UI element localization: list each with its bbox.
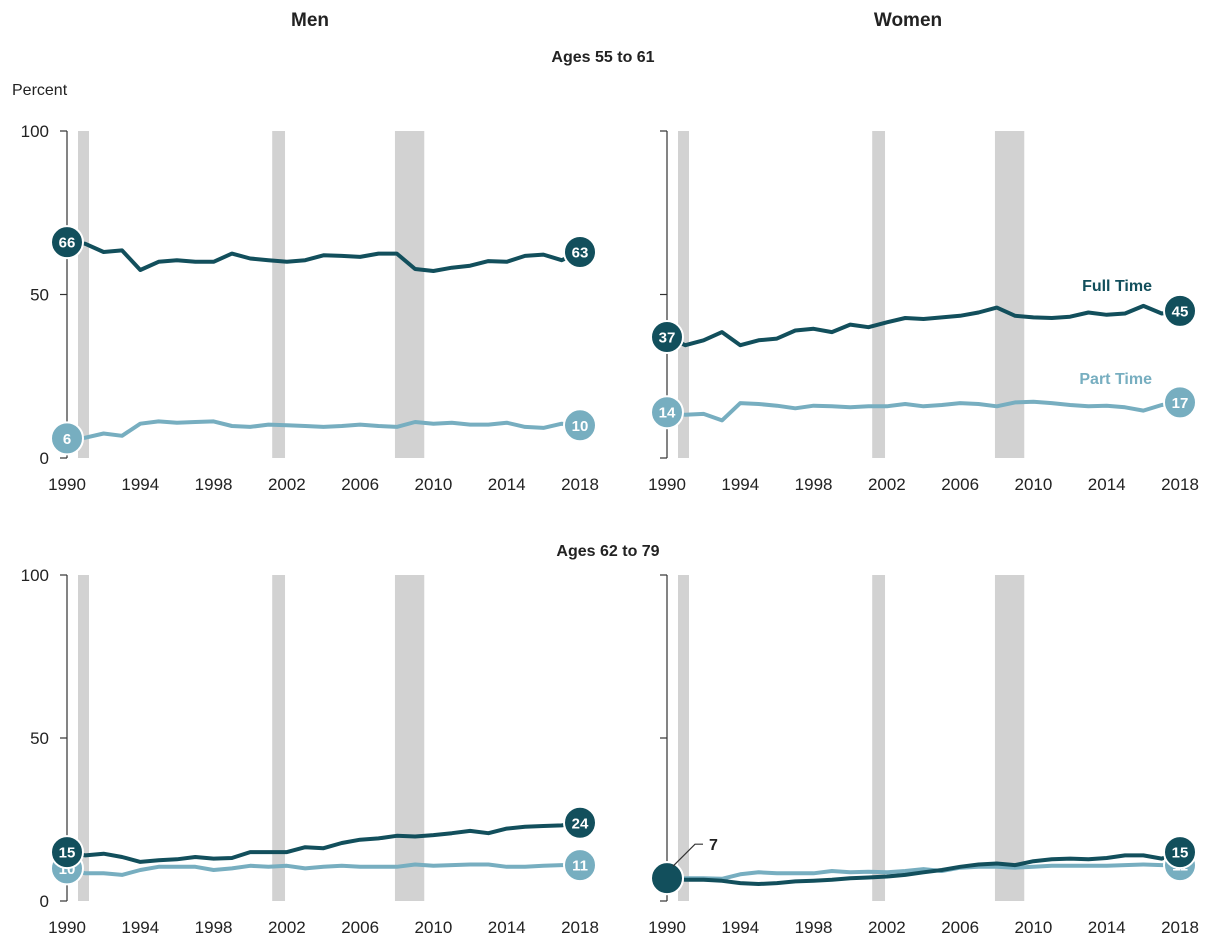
y-tick-label: 0 bbox=[40, 449, 49, 468]
x-tick-label: 2014 bbox=[1088, 918, 1126, 937]
annotation-label: 7 bbox=[709, 837, 718, 854]
x-tick-label: 2014 bbox=[488, 475, 526, 494]
x-tick-label: 1990 bbox=[48, 918, 86, 937]
recession-band bbox=[872, 575, 886, 901]
y-unit-label: Percent bbox=[12, 82, 68, 99]
end-marker bbox=[563, 408, 597, 443]
recession-band bbox=[394, 131, 425, 458]
recession-band bbox=[872, 131, 886, 458]
panel-women-55-61: 1990 1994 1998 2002 2006 2010 2014 2018 14 17 37 45… bbox=[648, 130, 1199, 494]
x-tick-label: 2010 bbox=[1015, 918, 1053, 937]
x-tick-label: 1998 bbox=[795, 918, 833, 937]
start-marker bbox=[650, 320, 684, 355]
end-marker bbox=[563, 848, 597, 883]
x-tick-label: 2014 bbox=[488, 918, 526, 937]
column-title-women: Women bbox=[874, 10, 942, 31]
recession-band bbox=[994, 575, 1025, 901]
x-tick-label: 2006 bbox=[941, 475, 979, 494]
end-marker bbox=[1163, 293, 1197, 328]
start-marker bbox=[650, 861, 684, 896]
end-value-label: 24 bbox=[572, 815, 589, 832]
recession-band bbox=[272, 131, 286, 458]
x-tick-label: 1994 bbox=[721, 918, 759, 937]
series-label-part-time: Part Time bbox=[1079, 371, 1152, 388]
recession-band bbox=[677, 131, 689, 458]
start-marker bbox=[50, 421, 84, 456]
panel-men-55-61: 0 50 100 1990 1994 1998 2002 2006 2010 2014 2018 6 1… bbox=[21, 122, 599, 494]
annotation-leader-line bbox=[672, 843, 703, 867]
x-tick-label: 2018 bbox=[561, 918, 599, 937]
series-line-full-time bbox=[65, 240, 582, 273]
start-value-label: 15 bbox=[59, 845, 76, 862]
x-tick-label: 2006 bbox=[941, 918, 979, 937]
x-tick-label: 2002 bbox=[268, 918, 306, 937]
series-label-full-time: Full Time bbox=[1082, 278, 1152, 295]
x-tick-label: 2006 bbox=[341, 475, 379, 494]
recession-band bbox=[994, 131, 1025, 458]
end-value-label: 63 bbox=[572, 244, 589, 261]
start-marker bbox=[50, 835, 84, 870]
series-line-part-time bbox=[665, 399, 1182, 423]
x-tick-label: 1990 bbox=[648, 918, 686, 937]
start-marker bbox=[650, 395, 684, 430]
end-value-label: 45 bbox=[1172, 303, 1189, 320]
end-value-label: 15 bbox=[1172, 845, 1189, 862]
column-title-men: Men bbox=[291, 10, 329, 31]
x-tick-label: 2002 bbox=[868, 918, 906, 937]
end-marker bbox=[563, 234, 597, 269]
x-tick-label: 1994 bbox=[121, 918, 159, 937]
x-tick-label: 2002 bbox=[868, 475, 906, 494]
x-tick-label: 2018 bbox=[561, 475, 599, 494]
x-tick-label: 1990 bbox=[48, 475, 86, 494]
start-value-label: 66 bbox=[59, 235, 76, 252]
x-tick-label: 2010 bbox=[415, 918, 453, 937]
row-title-ages-62-79: Ages 62 to 79 bbox=[556, 543, 659, 560]
x-tick-label: 1994 bbox=[121, 475, 159, 494]
series-line-part-time bbox=[665, 862, 1182, 881]
x-tick-label: 1998 bbox=[795, 475, 833, 494]
recession-band bbox=[77, 575, 89, 901]
x-tick-label: 2010 bbox=[415, 475, 453, 494]
series-line-full-time bbox=[665, 303, 1182, 348]
x-tick-label: 2010 bbox=[1015, 475, 1053, 494]
x-tick-label: 2002 bbox=[268, 475, 306, 494]
end-value-label: 17 bbox=[1172, 395, 1189, 412]
y-tick-label: 0 bbox=[40, 892, 49, 911]
recession-band bbox=[677, 575, 689, 901]
panel-women-62-79: 19901994199820022006201020142018711157 bbox=[648, 574, 1199, 937]
series-line-full-time bbox=[665, 850, 1182, 886]
x-tick-label: 1994 bbox=[721, 475, 759, 494]
x-tick-label: 2014 bbox=[1088, 475, 1126, 494]
end-value-label: 11 bbox=[572, 858, 588, 875]
end-marker bbox=[563, 805, 597, 840]
recession-band bbox=[77, 131, 89, 458]
y-tick-label: 50 bbox=[30, 729, 49, 748]
recession-band bbox=[272, 575, 286, 901]
y-tick-label: 50 bbox=[30, 286, 49, 305]
end-marker bbox=[1163, 385, 1197, 420]
x-tick-label: 2006 bbox=[341, 918, 379, 937]
row-title-ages-55-61: Ages 55 to 61 bbox=[551, 49, 654, 66]
series-line-full-time bbox=[65, 820, 582, 864]
start-value-label: 37 bbox=[659, 330, 676, 347]
end-value-label: 10 bbox=[572, 418, 589, 435]
x-tick-label: 2018 bbox=[1161, 918, 1199, 937]
x-tick-label: 1990 bbox=[648, 475, 686, 494]
start-value-label: 6 bbox=[63, 431, 71, 448]
series-line-part-time bbox=[65, 862, 582, 877]
start-value-label: 14 bbox=[659, 405, 676, 422]
y-tick-label: 100 bbox=[21, 566, 49, 585]
start-marker bbox=[50, 225, 84, 260]
recession-band bbox=[394, 575, 425, 901]
x-tick-label: 2018 bbox=[1161, 475, 1199, 494]
end-marker bbox=[1163, 835, 1197, 870]
y-tick-label: 100 bbox=[21, 122, 49, 141]
x-tick-label: 1998 bbox=[195, 918, 233, 937]
x-tick-label: 1998 bbox=[195, 475, 233, 494]
series-line-part-time bbox=[65, 419, 582, 441]
